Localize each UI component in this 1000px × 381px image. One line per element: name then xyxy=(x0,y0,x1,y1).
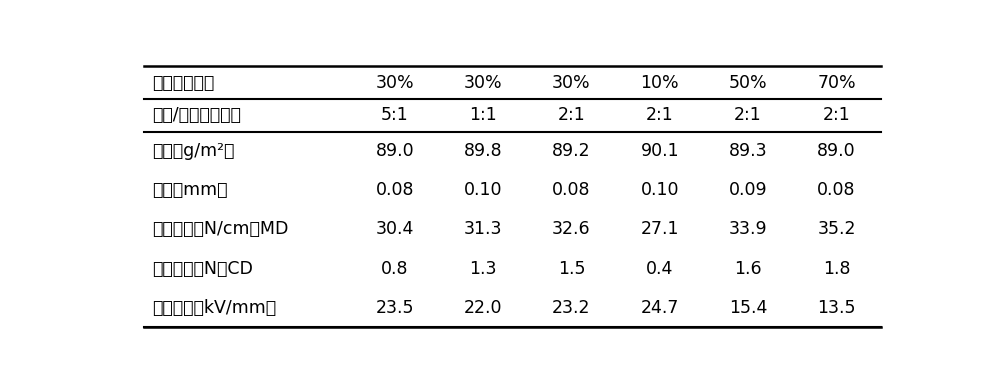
Text: 0.10: 0.10 xyxy=(464,181,502,199)
Text: 0.08: 0.08 xyxy=(817,181,856,199)
Text: 2:1: 2:1 xyxy=(558,106,585,124)
Text: 厚度（mm）: 厚度（mm） xyxy=(152,181,228,199)
Text: 15.4: 15.4 xyxy=(729,299,767,317)
Text: 1.3: 1.3 xyxy=(469,259,497,278)
Text: 2:1: 2:1 xyxy=(823,106,850,124)
Text: 35.2: 35.2 xyxy=(817,221,856,239)
Text: 1.6: 1.6 xyxy=(734,259,762,278)
Text: 89.2: 89.2 xyxy=(552,142,591,160)
Text: 0.09: 0.09 xyxy=(729,181,767,199)
Text: 10%: 10% xyxy=(640,74,679,91)
Text: 27.1: 27.1 xyxy=(640,221,679,239)
Text: 定量（g/m²）: 定量（g/m²） xyxy=(152,142,234,160)
Text: 沉析/短切纤维配比: 沉析/短切纤维配比 xyxy=(152,106,241,124)
Text: 2:1: 2:1 xyxy=(734,106,762,124)
Text: 90.1: 90.1 xyxy=(640,142,679,160)
Text: 13.5: 13.5 xyxy=(817,299,856,317)
Text: 23.5: 23.5 xyxy=(375,299,414,317)
Text: 22.0: 22.0 xyxy=(464,299,502,317)
Text: 89.0: 89.0 xyxy=(817,142,856,160)
Text: 30%: 30% xyxy=(464,74,502,91)
Text: 介电强度（kV/mm）: 介电强度（kV/mm） xyxy=(152,299,276,317)
Text: 89.8: 89.8 xyxy=(464,142,502,160)
Text: 89.0: 89.0 xyxy=(375,142,414,160)
Text: 抗张强度（N/cm）MD: 抗张强度（N/cm）MD xyxy=(152,221,288,239)
Text: 24.7: 24.7 xyxy=(641,299,679,317)
Text: 23.2: 23.2 xyxy=(552,299,591,317)
Text: 31.3: 31.3 xyxy=(464,221,502,239)
Text: 33.9: 33.9 xyxy=(729,221,767,239)
Text: 30%: 30% xyxy=(552,74,591,91)
Text: 32.6: 32.6 xyxy=(552,221,591,239)
Text: 芳纶纤维含量: 芳纶纤维含量 xyxy=(152,74,214,91)
Text: 2:1: 2:1 xyxy=(646,106,674,124)
Text: 5:1: 5:1 xyxy=(381,106,409,124)
Text: 89.3: 89.3 xyxy=(729,142,767,160)
Text: 0.08: 0.08 xyxy=(375,181,414,199)
Text: 0.08: 0.08 xyxy=(552,181,591,199)
Text: 0.4: 0.4 xyxy=(646,259,673,278)
Text: 50%: 50% xyxy=(729,74,767,91)
Text: 1.5: 1.5 xyxy=(558,259,585,278)
Text: 30%: 30% xyxy=(375,74,414,91)
Text: 0.8: 0.8 xyxy=(381,259,408,278)
Text: 1:1: 1:1 xyxy=(469,106,497,124)
Text: 70%: 70% xyxy=(817,74,856,91)
Text: 0.10: 0.10 xyxy=(640,181,679,199)
Text: 撕裂强度（N）CD: 撕裂强度（N）CD xyxy=(152,259,253,278)
Text: 1.8: 1.8 xyxy=(823,259,850,278)
Text: 30.4: 30.4 xyxy=(376,221,414,239)
